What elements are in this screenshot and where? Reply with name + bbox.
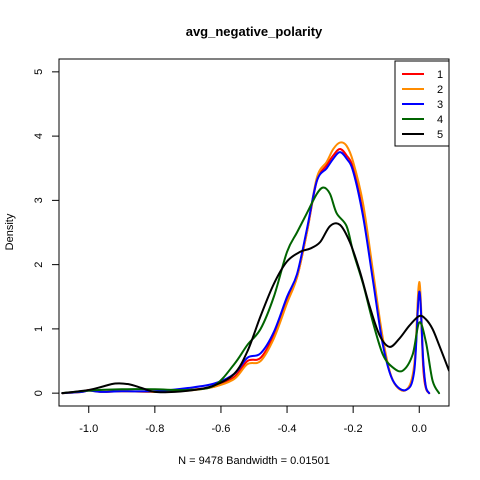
legend-label-1: 1 — [437, 69, 443, 81]
legend-label-2: 2 — [437, 84, 443, 96]
x-tick-label: 0.0 — [412, 423, 427, 435]
y-tick-label: 1 — [33, 326, 45, 332]
y-tick-label: 2 — [33, 262, 45, 268]
x-tick-label: -0.6 — [211, 423, 230, 435]
x-tick-label: -0.4 — [278, 423, 297, 435]
y-axis: 0 1 2 3 4 5 — [33, 69, 60, 396]
x-tick-label: -1.0 — [79, 423, 98, 435]
x-axis-label: N = 9478 Bandwidth = 0.01501 — [178, 455, 330, 467]
y-axis-label: Density — [4, 213, 16, 250]
density-line-series-5 — [61, 222, 449, 395]
x-axis: -1.0 -0.8 -0.6 -0.4 -0.2 0.0 — [79, 405, 427, 435]
chart-title: avg_negative_polarity — [186, 24, 323, 39]
y-tick-label: 3 — [33, 197, 45, 203]
y-tick-label: 4 — [33, 133, 45, 139]
legend-label-4: 4 — [437, 114, 443, 126]
plot-frame — [58, 58, 450, 407]
series-layer — [61, 141, 449, 395]
x-tick-label: -0.2 — [344, 423, 363, 435]
legend-label-3: 3 — [437, 99, 443, 111]
x-tick-label: -0.8 — [145, 423, 164, 435]
legend: 1 2 3 4 5 — [394, 60, 450, 147]
y-tick-label: 5 — [33, 69, 45, 75]
legend-label-5: 5 — [437, 129, 443, 141]
y-tick-label: 0 — [33, 390, 45, 396]
